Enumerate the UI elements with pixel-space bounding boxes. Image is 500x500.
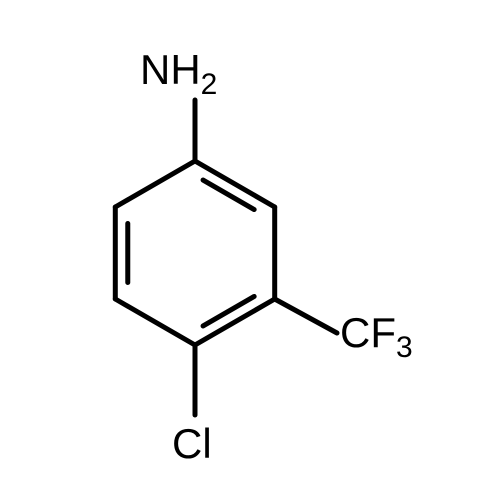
ring-bond <box>115 299 195 345</box>
label-cl: Cl <box>172 420 212 467</box>
ring-double-bond <box>203 296 254 325</box>
ring-bond <box>115 161 195 207</box>
molecule-diagram: NH2 CF3 Cl <box>0 0 500 500</box>
label-nh2: NH2 <box>140 46 217 101</box>
substituent-bond-cf3 <box>275 299 337 333</box>
ring-double-bond <box>203 180 254 209</box>
label-cf3: CF3 <box>340 309 413 364</box>
